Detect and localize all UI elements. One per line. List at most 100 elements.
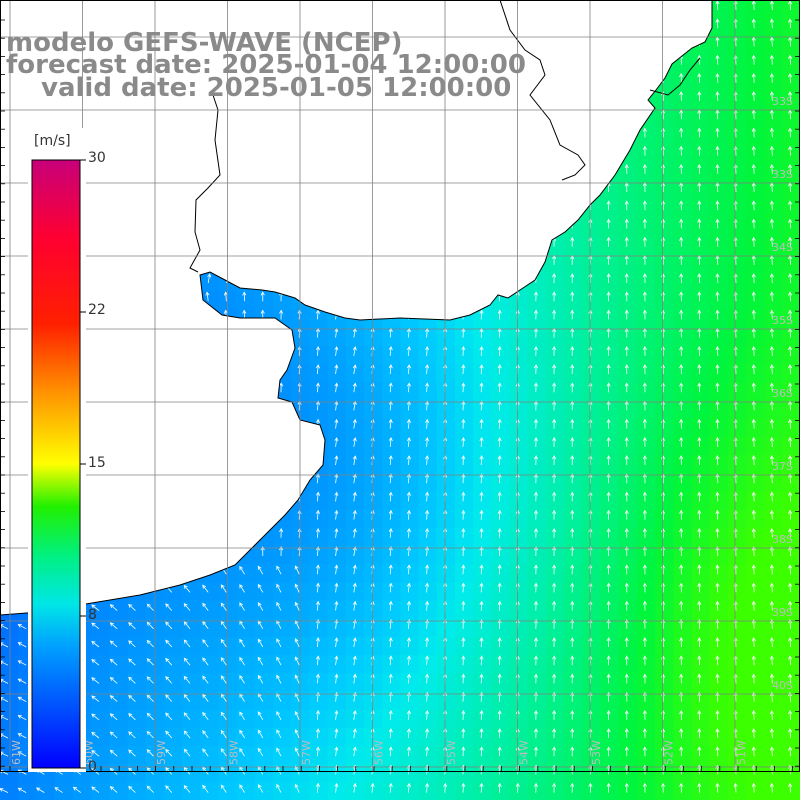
wind-cell	[709, 54, 729, 74]
wind-cell	[109, 782, 128, 800]
wind-cell	[782, 163, 800, 183]
wind-arrow	[788, 236, 793, 247]
wind-arrow	[570, 473, 575, 484]
wind-arrow	[679, 655, 684, 666]
wind-arrow	[239, 656, 245, 666]
wind-arrow	[788, 54, 793, 65]
wind-arrow	[788, 36, 793, 47]
wind-arrow	[461, 509, 466, 520]
wind-cell	[182, 655, 201, 674]
wind-arrow	[552, 582, 557, 593]
wind-cell	[746, 200, 765, 219]
wind-arrow	[697, 418, 702, 429]
wind-cell	[345, 473, 365, 492]
wind-cell	[673, 782, 693, 800]
wind-cell	[455, 418, 474, 438]
wind-arrow	[205, 291, 210, 302]
wind-arrow	[697, 637, 702, 648]
wind-arrow	[388, 455, 393, 466]
wind-arrow	[128, 731, 136, 739]
wind-arrow	[788, 546, 793, 557]
wind-cell	[327, 673, 347, 693]
wind-arrow	[697, 54, 702, 65]
wind-cell	[345, 345, 365, 365]
wind-arrow	[733, 746, 738, 757]
wind-arrow	[515, 782, 520, 793]
wind-cell	[254, 618, 274, 638]
wind-cell	[618, 491, 638, 511]
wind-arrow	[642, 782, 647, 793]
wind-cell	[327, 527, 347, 547]
wind-cell	[254, 564, 274, 583]
wind-arrow	[751, 746, 756, 757]
wind-arrow	[606, 527, 611, 538]
wind-arrow	[352, 473, 357, 484]
wind-cell	[236, 600, 256, 620]
wind-cell	[600, 546, 620, 565]
wind-arrow	[588, 273, 593, 283]
wind-cell	[655, 637, 674, 656]
wind-cell	[637, 309, 656, 329]
wind-cell	[691, 655, 711, 674]
wind-cell	[728, 764, 747, 784]
wind-arrow	[570, 436, 575, 447]
wind-arrow	[606, 218, 611, 229]
wind-arrow	[315, 309, 320, 320]
wind-cell	[564, 709, 583, 729]
wind-cell	[455, 764, 474, 784]
wind-cell	[782, 182, 800, 201]
wind-cell	[382, 491, 401, 511]
wind-arrow	[334, 528, 339, 538]
wind-arrow	[570, 527, 575, 538]
wind-cell	[109, 728, 128, 747]
wind-cell	[709, 327, 729, 347]
wind-cell	[564, 364, 583, 383]
wind-arrow	[751, 127, 756, 138]
wind-arrow	[552, 709, 557, 720]
wind-cell	[691, 418, 711, 438]
wind-cell	[491, 418, 511, 438]
wind-arrow	[733, 400, 738, 411]
wind-arrow	[533, 455, 538, 466]
wind-cell	[746, 254, 765, 274]
wind-cell	[400, 418, 420, 438]
wind-arrow	[733, 782, 738, 793]
wind-cell	[546, 291, 565, 310]
wind-cell	[782, 618, 800, 638]
wind-arrow	[479, 709, 484, 720]
wind-cell	[546, 327, 565, 347]
wind-cell	[291, 327, 310, 347]
wind-arrow	[315, 746, 320, 757]
wind-arrow	[388, 637, 393, 648]
wind-cell	[691, 527, 711, 547]
wind-cell	[728, 163, 747, 183]
wind-cell	[673, 218, 693, 238]
wind-cell	[655, 582, 674, 602]
wind-cell	[309, 491, 329, 511]
wind-cell	[455, 582, 474, 602]
wind-arrow	[109, 658, 118, 666]
wind-arrow	[128, 676, 136, 684]
wind-arrow	[661, 746, 666, 757]
wind-cell	[673, 673, 693, 693]
wind-cell	[163, 637, 183, 656]
wind-cell	[345, 600, 365, 620]
wind-cell	[436, 473, 456, 492]
wind-arrow	[624, 709, 629, 720]
wind-cell	[764, 145, 784, 165]
wind-arrow	[642, 582, 647, 593]
wind-cell	[109, 637, 128, 656]
wind-cell	[691, 491, 711, 511]
wind-cell	[673, 691, 693, 711]
wind-arrow	[334, 600, 339, 611]
wind-cell	[600, 345, 620, 365]
wind-arrow	[624, 473, 629, 484]
wind-cell	[746, 127, 765, 147]
wind-cell	[782, 509, 800, 529]
wind-arrow	[661, 291, 666, 302]
wind-cell	[764, 473, 784, 492]
wind-cell	[273, 618, 292, 638]
wind-cell	[327, 345, 347, 365]
wind-arrow	[715, 291, 720, 302]
